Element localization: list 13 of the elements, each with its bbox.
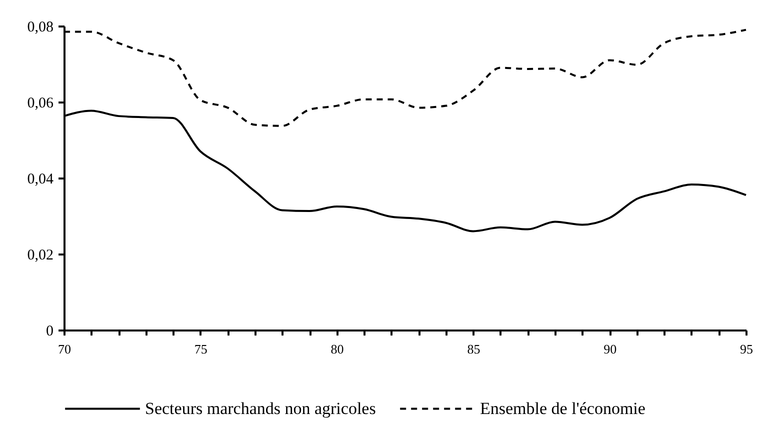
y-tick-label: 0 [46, 324, 54, 340]
y-tick-label: 0,04 [27, 172, 54, 188]
y-tick-label: 0,08 [27, 20, 54, 36]
x-tick-label: 95 [740, 342, 753, 356]
y-tick-label: 0,06 [27, 96, 54, 112]
x-tick-label: 85 [467, 342, 480, 356]
x-tick-label: 70 [58, 342, 71, 356]
legend-label: Secteurs marchands non agricoles [145, 398, 376, 418]
x-tick-label: 90 [604, 342, 617, 356]
legend-label: Ensemble de l'économie [480, 398, 646, 418]
x-tick-label: 80 [330, 342, 344, 356]
x-tick-label: 75 [194, 342, 208, 356]
y-tick-label: 0,02 [27, 248, 54, 264]
